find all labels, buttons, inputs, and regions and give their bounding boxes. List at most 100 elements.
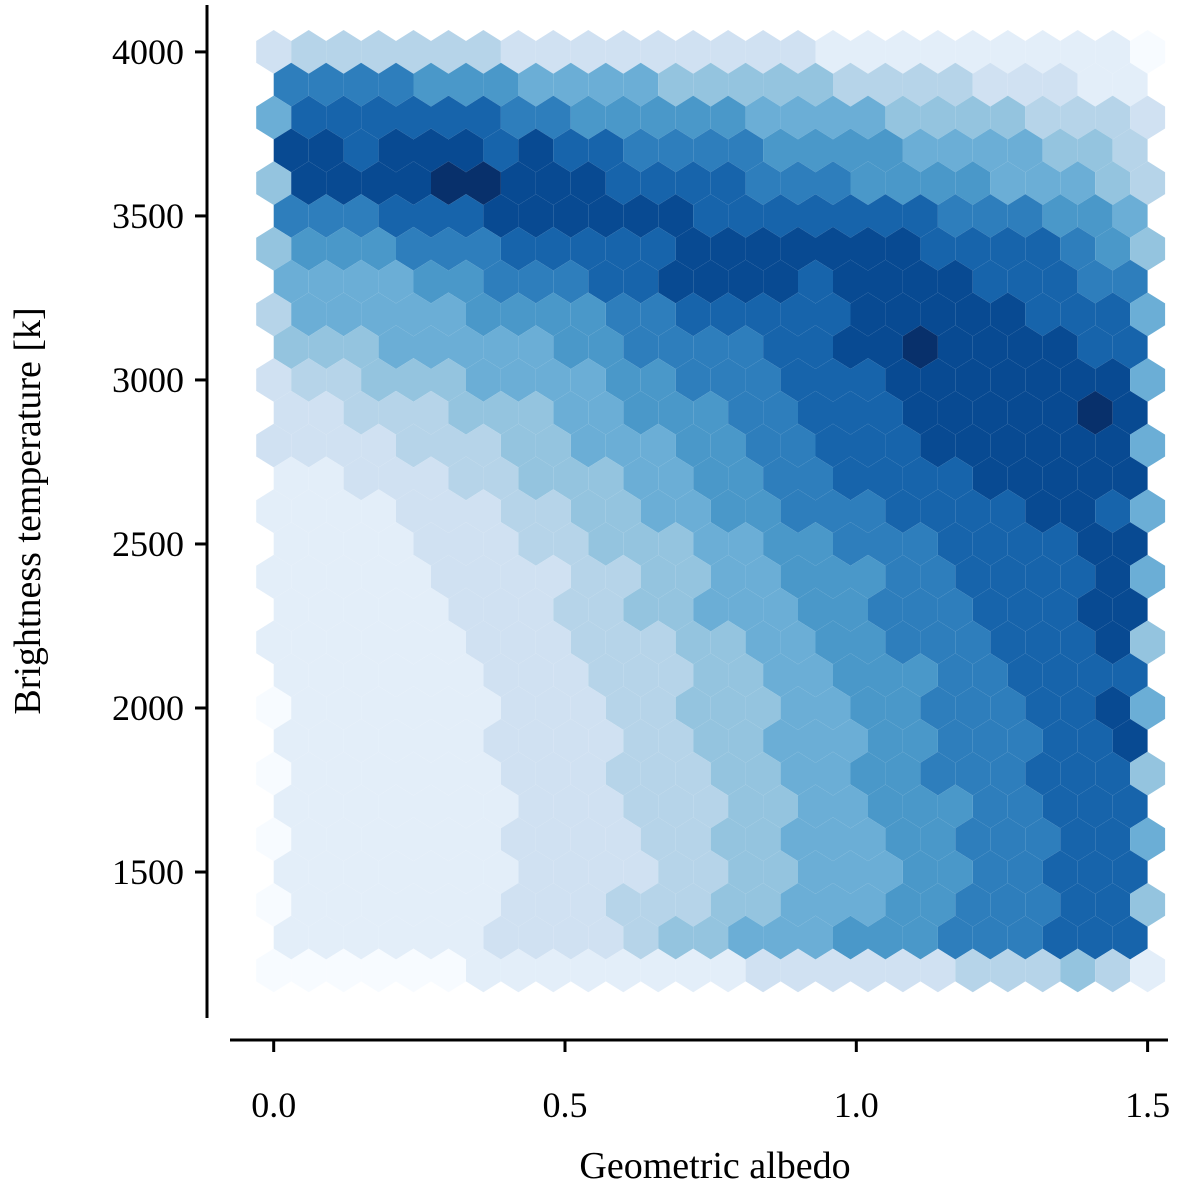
hexbin-cell xyxy=(763,456,798,501)
hexbin-cell xyxy=(763,390,798,435)
hexbin-cell xyxy=(710,358,746,402)
hexbin-cell xyxy=(640,423,676,468)
hexbin-cell xyxy=(920,620,956,665)
hexbin-cell xyxy=(535,423,571,468)
y-tick-label: 2500 xyxy=(112,524,184,564)
hexbin-cell xyxy=(1112,587,1148,632)
hexbin-cell xyxy=(955,883,991,927)
hexbin-cell xyxy=(1095,883,1131,927)
hexbin-cell xyxy=(1112,325,1148,369)
hexbin-cell xyxy=(291,883,327,927)
hexbin-cell xyxy=(1060,161,1096,205)
hexbin-cell xyxy=(605,226,641,271)
hexbin-cell xyxy=(1095,161,1131,205)
hexbin-cell xyxy=(1130,30,1166,74)
hexbin-cell xyxy=(378,850,414,894)
hexbin-cell xyxy=(1025,620,1061,665)
hexbin-cell xyxy=(1060,489,1096,533)
hexbin-cell xyxy=(466,817,501,862)
hexbin-cell xyxy=(728,259,764,304)
hexbin-cell xyxy=(431,358,466,402)
hexbin-cell xyxy=(1007,784,1043,829)
hexbin-cell xyxy=(640,883,676,927)
x-tick-label: 0.5 xyxy=(543,1085,588,1125)
hexbin-cell xyxy=(675,817,711,862)
hexbin-cell xyxy=(658,653,694,698)
hexbin-cell xyxy=(798,259,833,304)
hexbin-cell xyxy=(361,686,396,730)
hexbin-cell xyxy=(256,620,292,665)
hexbin-cell xyxy=(256,358,292,402)
hexbin-cell xyxy=(955,226,991,271)
hexbin-cell xyxy=(728,62,764,107)
hexbin-cell xyxy=(745,948,781,993)
hexbin-cell xyxy=(623,259,659,304)
hexbin-cell xyxy=(518,456,554,501)
x-tick-label: 1.0 xyxy=(834,1085,879,1125)
hexbin-cell xyxy=(1095,751,1131,796)
hexbin-cell xyxy=(710,554,746,599)
hexbin-cell xyxy=(1025,161,1061,205)
hexbin-cell xyxy=(1060,817,1096,862)
hexbin-cell xyxy=(955,30,991,74)
hexbin-cell xyxy=(273,653,309,698)
hexbin-cell xyxy=(745,686,781,730)
hexbin-cell xyxy=(658,128,694,173)
hexbin-cell xyxy=(972,653,1008,698)
hexbin-cell xyxy=(798,850,833,894)
hexbin-cell xyxy=(361,948,396,993)
hexbin-cell xyxy=(1025,751,1061,796)
hexbin-cell xyxy=(343,62,379,107)
hexbin-cell xyxy=(273,128,309,173)
hexbin-cell xyxy=(378,128,414,173)
hexbin-cell xyxy=(815,30,851,74)
hexbin-cell xyxy=(588,128,624,173)
y-tick-label: 1500 xyxy=(112,852,184,892)
hexbin-cell xyxy=(326,620,362,665)
hexbin-cell xyxy=(1025,358,1061,402)
hexbin-cell xyxy=(1112,390,1148,435)
hexbin-cell xyxy=(308,850,344,894)
hexbin-cell xyxy=(937,718,973,763)
hexbin-cell xyxy=(1112,718,1148,763)
hexbin-cell xyxy=(745,751,781,796)
hexbin-cell xyxy=(431,883,466,927)
hexbin-cell xyxy=(553,784,589,829)
hexbin-cell xyxy=(675,292,711,337)
hexbin-cell xyxy=(291,226,327,271)
hexbin-cell xyxy=(343,850,379,894)
hexbin-cell xyxy=(763,522,798,566)
hexbin-cell xyxy=(1025,226,1061,271)
hexbin-cell xyxy=(745,883,781,927)
hexbin-cell xyxy=(850,358,886,402)
hexbin-cell xyxy=(833,325,868,369)
hexbin-cell xyxy=(1042,784,1078,829)
hexbin-cell xyxy=(308,587,344,632)
hexbin-cell xyxy=(413,128,449,173)
hexbin-cell xyxy=(675,554,711,599)
hexbin-cell xyxy=(378,390,414,435)
hexbin-cell xyxy=(798,587,833,632)
hexbin-cell xyxy=(588,850,624,894)
hexbin-cell xyxy=(553,653,589,698)
y-axis-label: Brightness temperature [k] xyxy=(7,307,49,714)
hexbin-cell xyxy=(378,653,414,698)
hexbin-cell xyxy=(483,325,519,369)
hexbin-cell xyxy=(1095,292,1131,337)
hexbin-cell xyxy=(343,587,379,632)
hexbin-cell xyxy=(1112,522,1148,566)
hexbin-cell xyxy=(500,423,536,468)
hexbin-cell xyxy=(308,653,344,698)
hexbin-cell xyxy=(1095,95,1131,140)
hexbin-cell xyxy=(570,620,606,665)
hexbin-cell xyxy=(483,259,519,304)
hexbin-cell xyxy=(885,292,921,337)
hexbin-cell xyxy=(868,587,903,632)
hexbin-cell xyxy=(256,686,292,730)
hexbin-cell xyxy=(570,554,606,599)
hexbin-cell xyxy=(535,883,571,927)
hexbin-cell xyxy=(728,587,764,632)
hexbin-cell xyxy=(483,915,519,960)
hexbin-cell xyxy=(623,915,659,960)
hexbin-cell xyxy=(413,718,449,763)
